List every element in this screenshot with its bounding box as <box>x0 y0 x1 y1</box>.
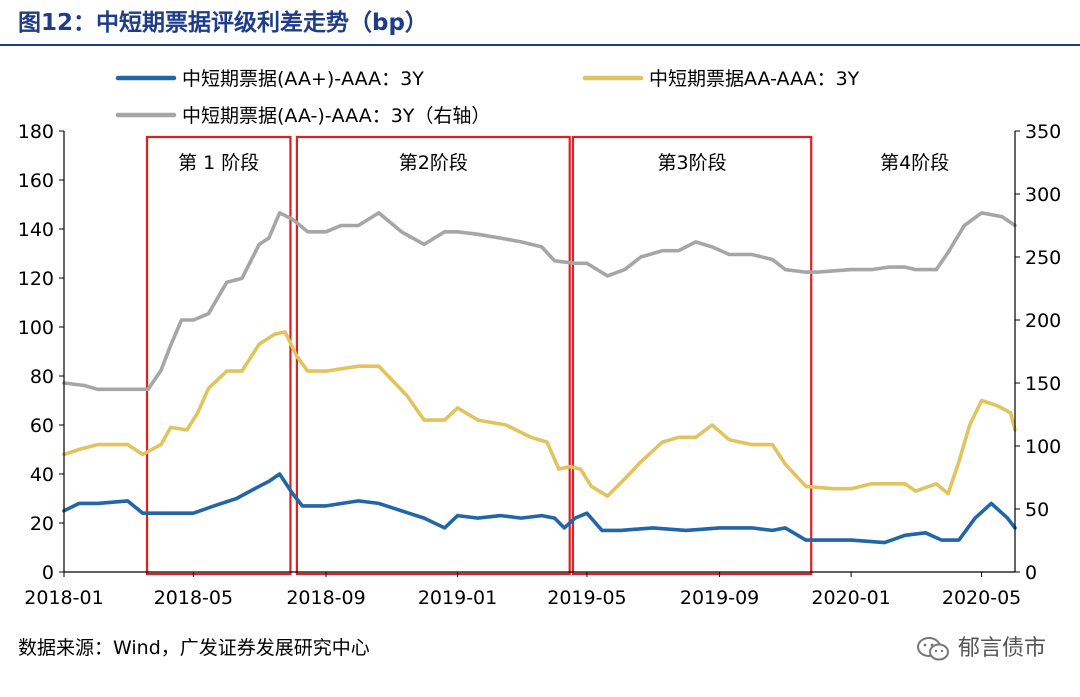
spread-chart: 第 1 阶段 第2阶段 第3阶段 第4阶段 0 20 40 60 80 100 120 140 160… <box>18 68 1062 609</box>
phase-layer: 第 1 阶段 第2阶段 第3阶段 第4阶段 <box>145 135 949 576</box>
source-note: 数据来源：Wind，广发证券发展研究中心 <box>18 637 370 659</box>
x-tick-label: 2019-05 <box>547 587 626 609</box>
x-tick-label: 2020-05 <box>942 587 1021 609</box>
y-left-tick-label: 0 <box>42 562 54 584</box>
title-divider <box>0 44 1080 46</box>
phase-label: 第 1 阶段 <box>178 152 259 174</box>
legend-layer: 中短期票据(AA+)-AAA：3Y 中短期票据AA-AAA：3Y 中短期票据(AA-… <box>115 68 860 127</box>
y-left-tick-label: 40 <box>30 464 54 486</box>
y-left-tick-label: 140 <box>18 219 54 241</box>
legend-label: 中短期票据(AA-)-AAA：3Y（右轴） <box>182 105 490 127</box>
phase-box <box>295 135 571 576</box>
y-left-tick-label: 160 <box>18 170 54 192</box>
y-right-tick-label: 150 <box>1025 373 1061 395</box>
axis-layer: 0 20 40 60 80 100 120 140 160 180 0 50 100 150 200 250 3… <box>18 121 1062 609</box>
page-title: 图12：中短期票据评级利差走势（bp） <box>18 10 428 36</box>
y-right-tick-label: 50 <box>1025 499 1049 521</box>
y-left-tick-label: 60 <box>30 415 54 437</box>
series-layer <box>62 211 1017 545</box>
phase-label: 第3阶段 <box>658 152 727 174</box>
y-right-tick-label: 250 <box>1025 247 1061 269</box>
series-line-2 <box>62 330 1017 498</box>
x-tick-label: 2019-01 <box>418 587 497 609</box>
y-left-tick-label: 80 <box>30 366 54 388</box>
x-tick-label: 2018-09 <box>286 587 365 609</box>
series-line-1 <box>62 472 1017 545</box>
phase-label: 第4阶段 <box>880 152 949 174</box>
y-right-tick-label: 300 <box>1025 184 1061 206</box>
phase-box <box>145 135 292 576</box>
phase-label: 第2阶段 <box>399 152 468 174</box>
x-tick-label: 2018-01 <box>24 587 103 609</box>
x-tick-label: 2020-01 <box>811 587 890 609</box>
y-left-tick-label: 20 <box>30 513 54 535</box>
y-right-tick-label: 100 <box>1025 436 1061 458</box>
x-tick-label: 2019-09 <box>680 587 759 609</box>
x-tick-label: 2018-05 <box>154 587 233 609</box>
y-left-tick-label: 180 <box>18 121 54 143</box>
legend-label: 中短期票据(AA+)-AAA：3Y <box>182 68 424 90</box>
watermark: 郁言债市 <box>916 633 1046 665</box>
y-right-tick-label: 200 <box>1025 310 1061 332</box>
wechat-icon <box>916 637 949 661</box>
y-right-tick-label: 350 <box>1025 121 1061 143</box>
y-left-tick-label: 120 <box>18 268 54 290</box>
phase-box <box>571 135 813 576</box>
y-right-tick-label: 0 <box>1025 562 1037 584</box>
y-left-tick-label: 100 <box>18 317 54 339</box>
series-line-3 <box>62 211 1017 392</box>
watermark-text: 郁言债市 <box>957 636 1046 661</box>
legend-label: 中短期票据AA-AAA：3Y <box>649 68 860 90</box>
